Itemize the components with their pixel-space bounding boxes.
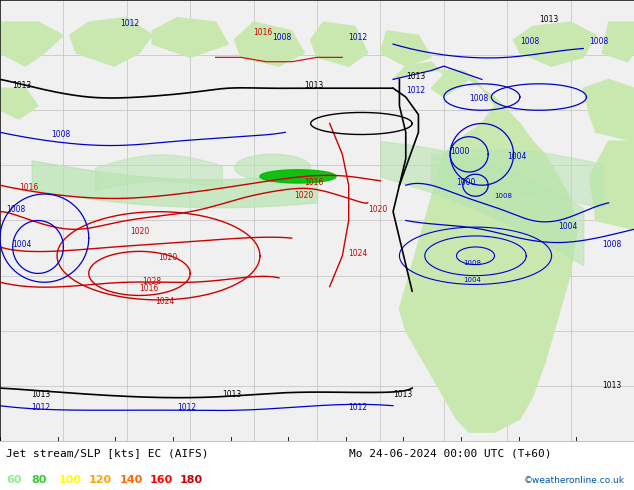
Text: 1004: 1004 <box>13 240 32 249</box>
Polygon shape <box>260 170 336 183</box>
Text: 120: 120 <box>89 475 112 485</box>
Text: 1008: 1008 <box>495 194 512 199</box>
Text: 160E: 160E <box>0 448 6 453</box>
Text: 1024: 1024 <box>155 297 174 306</box>
Text: 1000: 1000 <box>450 147 470 156</box>
Text: 160: 160 <box>150 475 173 485</box>
Text: 1016: 1016 <box>254 28 273 37</box>
Text: 90W: 90W <box>628 448 634 453</box>
Text: 1020: 1020 <box>368 205 387 214</box>
Text: 110W: 110W <box>512 448 526 453</box>
Text: 1016: 1016 <box>139 284 158 293</box>
Text: 1012: 1012 <box>120 20 139 28</box>
Text: 1020: 1020 <box>295 192 314 200</box>
Text: 1012: 1012 <box>349 403 368 412</box>
Text: 170W: 170W <box>165 448 180 453</box>
Text: 1012: 1012 <box>406 86 425 95</box>
Polygon shape <box>380 31 431 66</box>
Text: 1008: 1008 <box>602 240 621 249</box>
Text: 1008: 1008 <box>463 260 481 266</box>
Text: 130W: 130W <box>396 448 411 453</box>
Text: 1008: 1008 <box>6 205 25 214</box>
Text: 100W: 100W <box>569 448 583 453</box>
Text: 1004: 1004 <box>558 222 578 231</box>
Text: 1008: 1008 <box>590 37 609 46</box>
Text: 1000: 1000 <box>456 178 476 187</box>
Text: 1012: 1012 <box>349 33 368 42</box>
Polygon shape <box>590 141 634 229</box>
Text: 80: 80 <box>32 475 47 485</box>
Text: 100: 100 <box>58 475 81 485</box>
Text: 1013: 1013 <box>32 390 51 399</box>
Polygon shape <box>393 62 577 432</box>
Text: 1013: 1013 <box>222 390 241 399</box>
Text: 140W: 140W <box>339 448 353 453</box>
Text: 1008: 1008 <box>520 37 539 46</box>
Text: 1004: 1004 <box>463 277 481 283</box>
Text: 1013: 1013 <box>304 81 323 90</box>
Text: 1008: 1008 <box>51 130 70 139</box>
Text: 1016: 1016 <box>304 178 323 187</box>
Text: 1020: 1020 <box>130 227 149 236</box>
Text: 1012: 1012 <box>32 403 51 412</box>
Text: 1013: 1013 <box>539 15 558 24</box>
Polygon shape <box>70 18 152 66</box>
Text: 1004: 1004 <box>507 152 527 161</box>
Polygon shape <box>583 79 634 141</box>
Polygon shape <box>602 22 634 62</box>
Text: 180: 180 <box>110 448 120 453</box>
Text: Mo 24-06-2024 00:00 UTC (T+60): Mo 24-06-2024 00:00 UTC (T+60) <box>349 448 551 458</box>
Text: 120W: 120W <box>454 448 469 453</box>
Text: 1028: 1028 <box>143 277 162 287</box>
Text: 160W: 160W <box>223 448 238 453</box>
Text: 1016: 1016 <box>19 183 38 192</box>
Text: 170E: 170E <box>51 448 64 453</box>
Text: 1024: 1024 <box>349 249 368 258</box>
Text: 1008: 1008 <box>273 33 292 42</box>
Text: 1013: 1013 <box>13 81 32 90</box>
Text: 1013: 1013 <box>602 381 621 390</box>
Polygon shape <box>514 22 596 66</box>
Text: 1020: 1020 <box>158 253 178 262</box>
Text: 1013: 1013 <box>406 73 425 81</box>
Polygon shape <box>0 22 63 66</box>
Polygon shape <box>235 154 311 181</box>
Text: Jet stream/SLP [kts] EC (AIFS): Jet stream/SLP [kts] EC (AIFS) <box>6 448 209 458</box>
Text: 1008: 1008 <box>469 95 488 103</box>
Polygon shape <box>311 22 368 66</box>
Polygon shape <box>456 300 482 326</box>
Text: 1012: 1012 <box>178 403 197 412</box>
Text: 140: 140 <box>119 475 143 485</box>
Text: 180: 180 <box>180 475 203 485</box>
Polygon shape <box>235 22 304 66</box>
Text: 150W: 150W <box>281 448 295 453</box>
Text: 60: 60 <box>6 475 22 485</box>
Polygon shape <box>152 18 228 57</box>
Text: ©weatheronline.co.uk: ©weatheronline.co.uk <box>524 476 624 485</box>
Text: 1013: 1013 <box>393 390 412 399</box>
Polygon shape <box>0 88 38 119</box>
